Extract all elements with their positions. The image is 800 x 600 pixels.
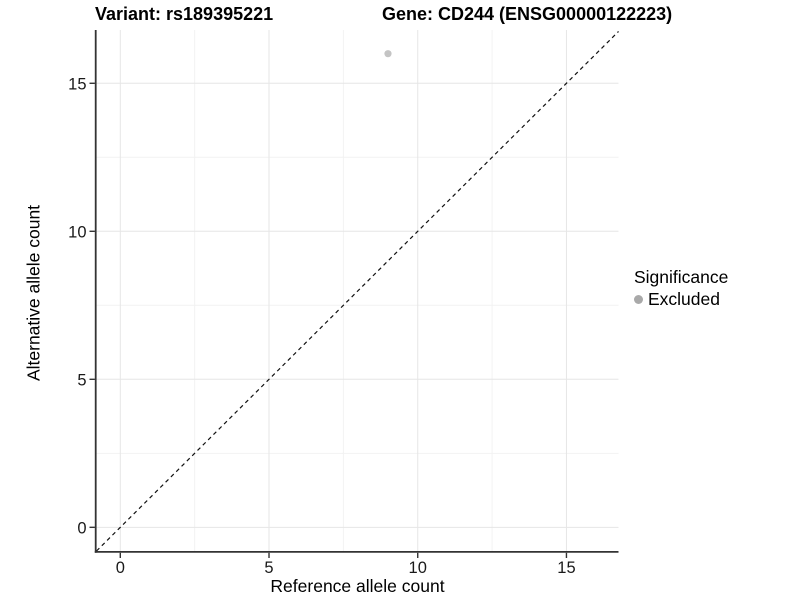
data-point: [384, 50, 392, 58]
variant-title: Variant: rs189395221: [95, 4, 274, 24]
x-tick-label: 0: [116, 559, 125, 577]
legend-item-label: Excluded: [648, 289, 720, 309]
x-axis-title: Reference allele count: [270, 576, 445, 596]
excluded-point-icon: [634, 295, 643, 304]
x-tick-label: 5: [264, 559, 273, 577]
y-tick-label: 15: [68, 75, 86, 93]
x-tick-label: 10: [409, 559, 427, 577]
y-axis-title: Alternative allele count: [23, 204, 44, 382]
gene-title: Gene: CD244 (ENSG00000122223): [382, 4, 673, 24]
x-tick-label: 15: [557, 559, 575, 577]
legend: Significance Excluded: [634, 267, 728, 310]
y-tick-label: 10: [68, 223, 86, 241]
legend-title: Significance: [634, 267, 729, 287]
y-tick-label: 0: [77, 519, 86, 537]
legend-item-excluded: Excluded: [634, 289, 728, 310]
identity-line: [96, 31, 619, 552]
y-tick-label: 5: [77, 371, 86, 389]
